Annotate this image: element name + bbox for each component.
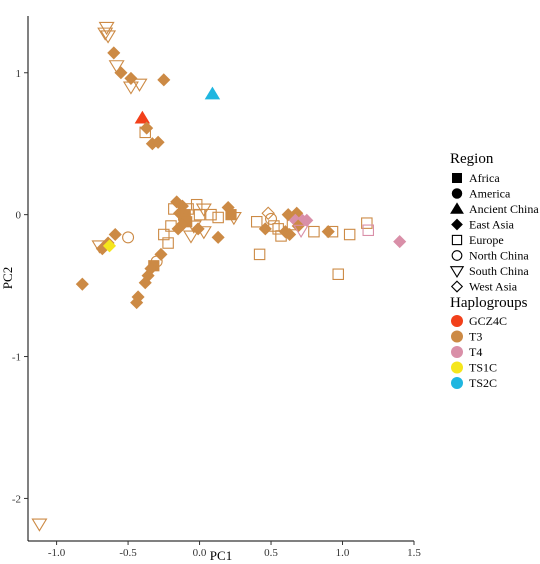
y-axis-ticks: -2 -1 0 1	[12, 68, 28, 505]
data-point	[108, 227, 122, 242]
x-tick-label: 0.5	[264, 547, 278, 559]
data-point	[362, 224, 375, 237]
x-tick-label: 1.5	[407, 547, 421, 559]
data-point	[151, 135, 165, 149]
legend-label: T4	[469, 345, 482, 359]
data-point	[134, 110, 151, 124]
data-point	[308, 225, 320, 238]
legend-label: GCZ4C	[469, 314, 507, 328]
data-point	[190, 198, 203, 211]
data-point	[265, 212, 278, 225]
legend-key-ancient-china	[450, 202, 464, 214]
data-point	[258, 222, 272, 236]
legend-label: South China	[469, 264, 529, 278]
legend-title-haplogroups: Haplogroups	[450, 295, 528, 311]
data-point	[195, 226, 212, 240]
x-tick-label: 1.0	[336, 547, 350, 559]
data-point	[158, 228, 170, 241]
data-point	[75, 277, 89, 291]
y-tick-label: -2	[12, 493, 21, 505]
data-point	[225, 212, 242, 226]
legend-label: East Asia	[469, 218, 515, 232]
data-point	[100, 30, 117, 44]
legend-label: TS1C	[469, 361, 497, 375]
data-point	[261, 206, 275, 220]
data-point	[31, 518, 48, 532]
y-tick-label: 0	[16, 210, 22, 222]
x-tick-label: 0.0	[193, 547, 207, 559]
data-point	[139, 126, 151, 139]
data-points	[31, 21, 407, 532]
legend-key-east-asia	[451, 218, 463, 231]
data-point	[182, 230, 199, 244]
legend-key-t3	[451, 330, 463, 343]
data-point	[102, 239, 117, 253]
data-point	[157, 73, 171, 87]
data-point	[195, 203, 212, 217]
data-point	[343, 228, 356, 241]
x-axis-ticks: -1.0 -0.5 0.0 0.5 1.0 1.5	[48, 541, 421, 559]
data-point	[204, 86, 221, 100]
data-point	[212, 211, 224, 224]
legend-key-west-asia	[450, 280, 464, 293]
x-tick-label: -1.0	[48, 547, 66, 559]
legend-key-africa	[451, 172, 462, 183]
data-point	[225, 209, 237, 221]
data-point	[268, 220, 280, 232]
x-tick-label: -0.5	[119, 547, 137, 559]
legend-key-south-china	[449, 266, 465, 278]
legend-key-gcz4c	[451, 315, 463, 327]
data-point	[361, 217, 373, 229]
data-point	[205, 208, 217, 221]
data-point	[250, 215, 263, 228]
legend-key-europe	[451, 234, 463, 246]
data-point	[171, 222, 185, 236]
data-point	[154, 247, 168, 261]
data-point	[165, 220, 177, 232]
data-point	[326, 225, 339, 238]
data-point	[97, 27, 114, 41]
data-point	[293, 224, 310, 238]
x-axis-title: PC1	[210, 548, 232, 563]
plot-area: -1.0 -0.5 0.0 0.5 1.0 1.5 -2 -1 0 1 PC1 PC2	[0, 16, 421, 563]
legend-label: West Asia	[469, 280, 518, 294]
data-point	[211, 230, 225, 244]
data-point	[332, 268, 344, 280]
legend-key-america	[451, 188, 463, 199]
data-point	[393, 235, 407, 249]
legend-key-ts1c	[451, 361, 463, 374]
data-point	[321, 225, 335, 239]
data-point	[122, 81, 139, 95]
legend-label: America	[469, 187, 511, 201]
legend-label: T3	[469, 330, 482, 344]
legend-label: Europe	[469, 233, 504, 247]
data-point	[122, 231, 135, 244]
legend-key-ts2c	[451, 377, 463, 389]
data-point	[114, 66, 128, 80]
data-point	[283, 227, 297, 242]
data-point	[108, 60, 125, 74]
data-point	[107, 46, 121, 60]
legend-label: TS2C	[469, 376, 497, 390]
data-point	[162, 237, 174, 249]
legend-label: Africa	[469, 171, 500, 185]
y-tick-label: 1	[16, 68, 22, 80]
data-point	[253, 248, 266, 261]
legend-label: North China	[469, 249, 529, 263]
legend-key-t4	[451, 346, 463, 358]
legend-label: Ancient China	[469, 202, 539, 216]
data-point	[138, 276, 152, 290]
data-point	[140, 121, 154, 135]
y-tick-label: -1	[12, 352, 21, 364]
y-axis-title: PC2	[0, 267, 15, 289]
legend-key-north-china	[451, 250, 463, 261]
legend-title-region: Region	[450, 151, 494, 167]
data-point	[130, 296, 144, 310]
data-point	[300, 213, 314, 227]
